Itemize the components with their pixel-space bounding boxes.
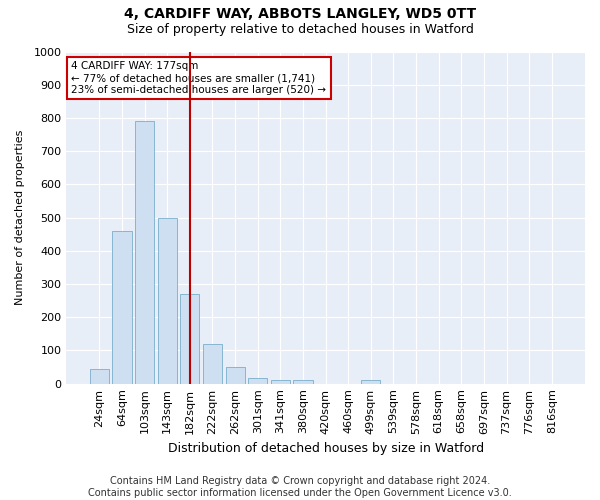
Bar	[135, 122, 154, 384]
Text: Size of property relative to detached houses in Watford: Size of property relative to detached ho…	[127, 22, 473, 36]
Bar	[361, 380, 380, 384]
Bar	[90, 368, 109, 384]
Bar	[158, 218, 177, 384]
Y-axis label: Number of detached properties: Number of detached properties	[15, 130, 25, 306]
Bar	[180, 294, 199, 384]
Text: Contains HM Land Registry data © Crown copyright and database right 2024.
Contai: Contains HM Land Registry data © Crown c…	[88, 476, 512, 498]
X-axis label: Distribution of detached houses by size in Watford: Distribution of detached houses by size …	[167, 442, 484, 455]
Bar	[248, 378, 268, 384]
Bar	[203, 344, 222, 384]
Bar	[293, 380, 313, 384]
Bar	[112, 231, 131, 384]
Text: 4, CARDIFF WAY, ABBOTS LANGLEY, WD5 0TT: 4, CARDIFF WAY, ABBOTS LANGLEY, WD5 0TT	[124, 8, 476, 22]
Bar	[226, 367, 245, 384]
Text: 4 CARDIFF WAY: 177sqm
← 77% of detached houses are smaller (1,741)
23% of semi-d: 4 CARDIFF WAY: 177sqm ← 77% of detached …	[71, 62, 326, 94]
Bar	[271, 380, 290, 384]
